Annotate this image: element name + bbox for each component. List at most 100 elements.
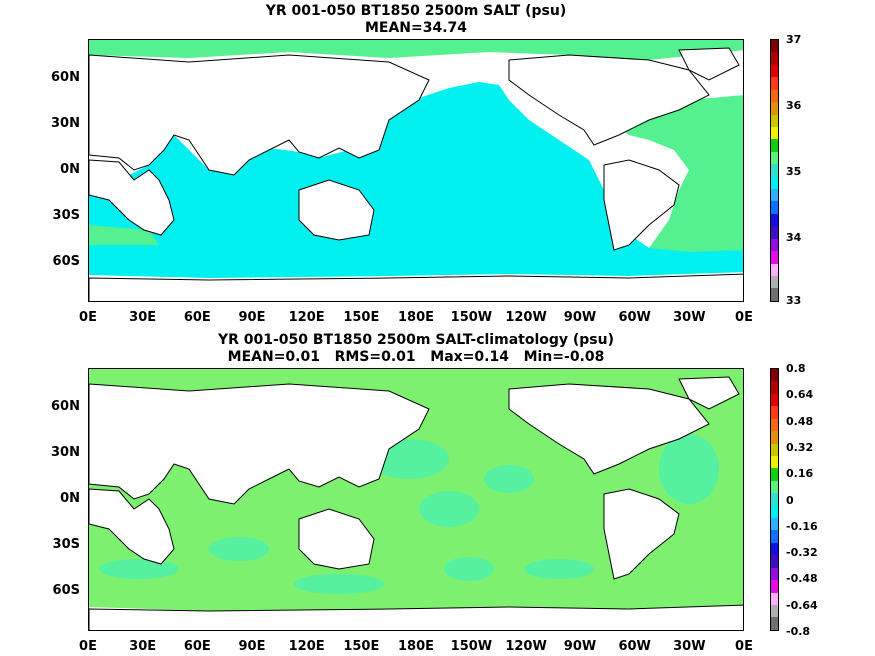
panel2-anomaly-map — [88, 368, 744, 631]
colorbar-swatch — [771, 455, 778, 469]
colorbar-swatch — [771, 77, 778, 90]
panel1-lon-label: 180E — [397, 310, 435, 325]
panel2-lat-label-30n: 30N — [51, 445, 80, 460]
colorbar-swatch — [771, 139, 778, 152]
colorbar-swatch — [771, 89, 778, 103]
colorbar-swatch — [771, 468, 778, 481]
panel2-colorbar-label: 0.48 — [786, 414, 814, 428]
panel2-lon-label: 0E — [79, 639, 97, 654]
colorbar-swatch — [771, 369, 778, 382]
north-america-land — [508, 54, 710, 146]
panel1-lat-label-60n: 60N — [51, 70, 80, 85]
panel2-colorbar-label: -0.32 — [786, 546, 818, 560]
panel1-salt-map — [88, 39, 744, 302]
panel1-colorbar-label: 34 — [786, 231, 802, 244]
panel2-lon-label: 30W — [673, 639, 706, 654]
panel1-lon-label: 30E — [129, 310, 157, 325]
panel1-lon-label: 150E — [343, 310, 380, 325]
colorbar-swatch — [771, 213, 778, 227]
colorbar-swatch — [771, 505, 778, 519]
panel1-lon-label: 90E — [238, 310, 266, 325]
colorbar-swatch — [771, 238, 778, 252]
colorbar-swatch — [771, 518, 778, 531]
colorbar-swatch — [771, 431, 778, 444]
colorbar-swatch — [771, 480, 778, 494]
panel1-lon-label: 30W — [673, 310, 706, 325]
panel2-colorbar-label: 0.64 — [786, 388, 814, 402]
panel1-subtitle: MEAN=34.74 — [364, 20, 468, 36]
panel2-colorbar-label: 0.16 — [786, 467, 814, 481]
colorbar-swatch — [771, 164, 778, 177]
panel1-lat-label-30n: 30N — [51, 116, 80, 131]
colorbar-swatch — [771, 406, 778, 419]
colorbar-swatch — [771, 418, 778, 432]
colorbar-swatch — [771, 189, 778, 202]
panel2-colorbar-label: -0.16 — [786, 519, 818, 533]
panel2-lon-label: 60W — [618, 639, 651, 654]
colorbar-swatch — [771, 176, 778, 190]
colorbar-swatch — [771, 64, 778, 78]
panel1-lat-label-30s: 30S — [52, 208, 80, 223]
greenland-land — [678, 47, 740, 81]
panel1-title: YR 001-050 BT1850 2500m SALT (psu) — [265, 3, 567, 19]
colorbar-swatch — [771, 605, 778, 618]
panel2-lat-label-0n: 0N — [60, 491, 80, 506]
colorbar-swatch — [771, 381, 778, 394]
panel2-lon-label: 180E — [397, 639, 435, 654]
panel2-lon-label: 90E — [238, 639, 266, 654]
panel2-lon-label: 0E — [735, 639, 753, 654]
colorbar-swatch — [771, 542, 778, 556]
colorbar-swatch — [771, 393, 778, 407]
panel1-lon-label: 60E — [183, 310, 211, 325]
colorbar-swatch — [771, 530, 778, 543]
colorbar-swatch — [771, 102, 778, 115]
panel2-lon-label: 90W — [563, 639, 597, 654]
colorbar-swatch — [771, 263, 778, 277]
panel2-colorbar — [770, 368, 779, 631]
panel1-colorbar — [770, 39, 779, 302]
colorbar-swatch — [771, 52, 778, 65]
colorbar-swatch — [771, 151, 778, 165]
panel2-lat-label-30s: 30S — [52, 537, 80, 552]
panel2-lon-label: 30E — [129, 639, 157, 654]
colorbar-swatch — [771, 555, 778, 568]
colorbar-swatch — [771, 201, 778, 214]
panel2-title: YR 001-050 BT1850 2500m SALT-climatology… — [217, 332, 615, 348]
panel2-colorbar-label: 0.8 — [786, 362, 806, 375]
africa-land — [89, 159, 175, 236]
panel2-lat-label-60n: 60N — [51, 399, 80, 414]
panel2-lon-label: 150W — [450, 639, 493, 654]
colorbar-swatch — [771, 567, 778, 581]
panel1-lon-label: 0E — [735, 310, 753, 325]
panel1-lon-label: 120W — [505, 310, 547, 325]
panel2-lon-label: 60E — [183, 639, 211, 654]
colorbar-swatch — [771, 443, 778, 456]
panel2-colorbar-label: -0.8 — [786, 625, 811, 638]
colorbar-swatch — [771, 276, 778, 289]
colorbar-swatch — [771, 226, 778, 239]
panel2-lon-label: 120W — [505, 639, 547, 654]
colorbar-swatch — [771, 251, 778, 264]
australia-land — [298, 179, 375, 241]
colorbar-swatch — [771, 592, 778, 606]
ocean-salt-region — [89, 82, 743, 278]
panel2-colorbar-label: -0.48 — [786, 572, 818, 586]
panel1-colorbar-label: 37 — [786, 33, 802, 46]
colorbar-swatch — [771, 114, 778, 127]
panel2-colorbar-label: 0.32 — [786, 440, 814, 454]
panel1-lon-label: 0E — [79, 310, 97, 325]
south-america-land — [603, 159, 680, 251]
panel1-lat-label-0n: 0N — [60, 162, 80, 177]
panel1-lon-label: 120E — [288, 310, 325, 325]
panel2-subtitle: MEAN=0.01 RMS=0.01 Max=0.14 Min=-0.08 — [227, 349, 605, 365]
eurasia-land — [89, 54, 430, 176]
panel2-lat-label-60s: 60S — [52, 583, 80, 598]
colorbar-swatch — [771, 493, 778, 506]
panel1-lon-label: 90W — [563, 310, 597, 325]
colorbar-swatch — [771, 40, 778, 53]
panel2-lon-label: 120E — [288, 639, 325, 654]
colorbar-swatch — [771, 580, 778, 593]
panel1-colorbar-label: 36 — [786, 99, 802, 112]
panel2-colorbar-label: -0.64 — [786, 598, 818, 612]
panel1-lat-label-60s: 60S — [52, 254, 80, 269]
